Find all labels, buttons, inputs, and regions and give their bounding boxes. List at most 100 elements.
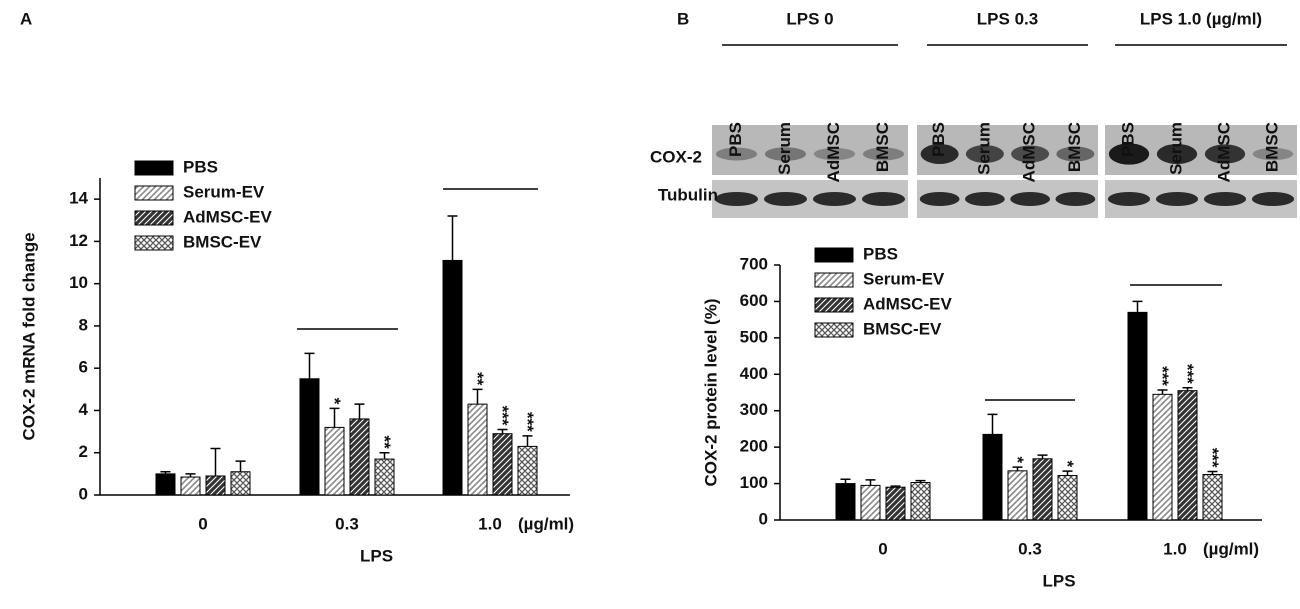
blot-cox2-bg <box>712 125 908 175</box>
bar <box>835 483 856 521</box>
bar <box>1152 393 1173 521</box>
y-tick-label: 2 <box>79 442 88 461</box>
blot-band <box>1056 146 1095 162</box>
legend-swatch <box>814 322 854 338</box>
bar <box>1202 473 1223 521</box>
bar <box>349 418 370 496</box>
bar <box>1007 470 1028 521</box>
blot-lane-label: AdMSC <box>824 122 843 182</box>
x-axis-title: LPS <box>360 546 393 565</box>
error-bar <box>915 479 926 483</box>
bar <box>374 458 395 496</box>
blot-row-label: Tubulin <box>658 185 718 204</box>
blot-band <box>920 144 959 164</box>
error-bar <box>1207 470 1218 475</box>
legend-swatch <box>814 272 854 288</box>
legend-label: Serum-EV <box>863 269 945 288</box>
bar <box>492 433 513 496</box>
legend-swatch <box>134 235 174 251</box>
y-tick-label: 12 <box>69 231 88 250</box>
significance-mark: *** <box>518 412 537 432</box>
legend-label: AdMSC-EV <box>183 207 272 226</box>
blot-band <box>964 192 1005 206</box>
blot-band <box>1011 145 1050 163</box>
legend-label: BMSC-EV <box>863 319 942 338</box>
bar <box>299 378 320 496</box>
x-tick-label: 0 <box>878 539 887 558</box>
blot-band <box>1108 143 1150 165</box>
error-bar <box>235 460 246 472</box>
bar <box>180 476 201 496</box>
blot-band <box>812 192 857 206</box>
bar <box>1057 475 1078 521</box>
y-tick-label: 14 <box>69 189 88 208</box>
bar <box>230 471 251 496</box>
error-bar <box>1182 387 1193 391</box>
panel-label: A <box>20 9 32 28</box>
x-unit: (µg/ml) <box>1203 539 1259 558</box>
significance-mark: ** <box>375 435 394 449</box>
blot-band <box>813 147 856 161</box>
bar <box>442 259 463 496</box>
y-tick-label: 100 <box>740 473 768 492</box>
significance-mark: *** <box>1178 364 1197 384</box>
blot-band <box>1155 192 1199 206</box>
bar <box>1127 311 1148 521</box>
blot-lane-label: PBS <box>726 122 745 157</box>
legend-label: PBS <box>863 244 898 263</box>
y-tick-label: 200 <box>740 437 768 456</box>
y-tick-label: 300 <box>740 400 768 419</box>
blot-band <box>714 192 759 206</box>
blot-band <box>1203 192 1247 206</box>
y-axis-title: COX-2 protein level (%) <box>701 299 720 487</box>
legend-swatch <box>134 160 174 176</box>
significance-mark: * <box>325 398 344 405</box>
error-bar <box>210 447 221 476</box>
y-tick-label: 600 <box>740 291 768 310</box>
blot-band <box>764 147 807 161</box>
bar <box>982 433 1003 521</box>
error-bar <box>497 428 508 434</box>
y-tick-label: 4 <box>79 400 89 419</box>
legend-label: AdMSC-EV <box>863 294 952 313</box>
x-tick-label: 0 <box>198 514 207 533</box>
significance-mark: ** <box>468 372 487 386</box>
legend-swatch <box>134 210 174 226</box>
x-tick-label: 1.0 <box>478 514 502 533</box>
bar <box>1032 458 1053 521</box>
bar <box>885 486 906 521</box>
x-tick-label: 0.3 <box>335 514 359 533</box>
error-bar <box>1132 300 1143 313</box>
y-tick-label: 6 <box>79 358 88 377</box>
y-tick-label: 500 <box>740 327 768 346</box>
blot-band <box>1010 192 1051 206</box>
error-bar <box>865 479 876 486</box>
error-bar <box>185 473 196 478</box>
blot-band <box>715 147 758 161</box>
y-tick-label: 10 <box>69 273 88 292</box>
error-bar <box>522 435 533 447</box>
error-bar <box>160 471 171 474</box>
panel-label: B <box>677 9 689 28</box>
y-tick-label: 700 <box>740 254 768 273</box>
bar <box>324 426 345 496</box>
blot-band <box>1156 144 1198 164</box>
blot-band <box>1055 192 1096 206</box>
blot-band <box>1251 192 1295 206</box>
x-tick-label: 0.3 <box>1018 539 1042 558</box>
legend-label: Serum-EV <box>183 182 265 201</box>
blot-band <box>862 147 905 161</box>
significance-mark: *** <box>493 406 512 426</box>
blot-band <box>1204 144 1246 164</box>
error-bar <box>379 451 390 460</box>
blot-band <box>965 145 1004 163</box>
error-bar <box>447 215 458 261</box>
blot-lane-label: BMSC <box>873 122 892 172</box>
bar <box>910 481 931 521</box>
error-bar <box>354 403 365 419</box>
bar <box>860 484 881 521</box>
y-axis-title: COX-2 mRNA fold change <box>19 232 38 440</box>
bar <box>467 403 488 496</box>
